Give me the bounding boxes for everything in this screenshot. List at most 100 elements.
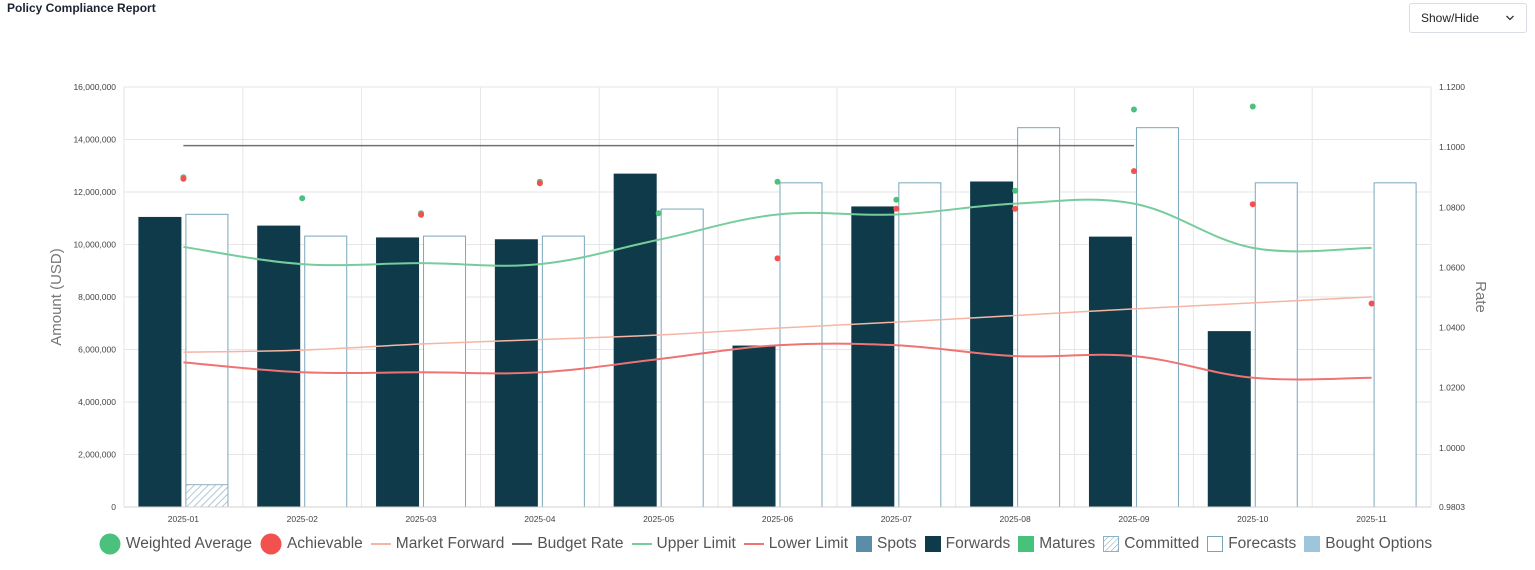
weighted-average-point xyxy=(1130,106,1137,113)
forwards-bar xyxy=(970,181,1014,507)
forwards-bar xyxy=(613,173,657,507)
legend-item-lower-limit[interactable]: Lower Limit xyxy=(743,535,849,553)
legend-label: Upper Limit xyxy=(656,535,736,552)
legend-symbol xyxy=(1103,536,1120,552)
y-axis-title: Amount (USD) xyxy=(48,248,65,346)
chevron-down-icon xyxy=(1506,15,1514,21)
forecasts-bar xyxy=(304,235,348,508)
upper-limit-line xyxy=(183,198,1372,267)
x-tick-label: 2025-11 xyxy=(1356,514,1387,524)
legend-item-budget-rate[interactable]: Budget Rate xyxy=(512,535,624,553)
y2-tick-label: 1.0000 xyxy=(1439,443,1465,453)
legend-symbol xyxy=(856,536,873,552)
forecasts-bar xyxy=(898,182,942,508)
y2-tick-label: 1.0600 xyxy=(1439,262,1465,272)
x-tick-label: 2025-05 xyxy=(643,514,674,524)
legend-symbol xyxy=(370,543,391,545)
legend-symbol xyxy=(924,536,941,552)
x-tick-label: 2025-02 xyxy=(287,514,318,524)
y2-axis-title: Rate xyxy=(1472,281,1489,313)
series-lines xyxy=(183,144,1372,381)
y2-tick-label: 1.1000 xyxy=(1439,142,1465,152)
legend-symbol xyxy=(1304,536,1321,552)
legend-symbol xyxy=(260,533,282,555)
legend-label: Bought Options xyxy=(1325,535,1433,552)
achievable-point xyxy=(1368,300,1375,307)
forwards-bar xyxy=(138,216,182,507)
y-tick-label: 2,000,000 xyxy=(78,450,116,460)
legend-label: Committed xyxy=(1124,535,1200,552)
legend-item-forecasts[interactable]: Forecasts xyxy=(1207,535,1296,553)
market-forward-line xyxy=(183,296,1372,353)
bars xyxy=(138,127,1417,508)
y2-tick-label: 1.0400 xyxy=(1439,323,1465,333)
forecasts-bar xyxy=(1373,182,1417,508)
legend-item-spots[interactable]: Spots xyxy=(856,535,917,553)
lower-limit-line xyxy=(183,342,1372,381)
weighted-average-point xyxy=(299,195,306,202)
axes: 0 2,000,000 4,000,000 6,000,000 8,000,000 10,… xyxy=(73,82,1465,524)
committed-bar xyxy=(185,484,229,508)
legend-item-committed[interactable]: Committed xyxy=(1103,535,1199,553)
legend-label: Matures xyxy=(1039,535,1096,552)
x-tick-label: 2025-06 xyxy=(762,514,793,524)
legend-item-weighted-average[interactable]: Weighted Average xyxy=(99,533,252,555)
legend-symbol xyxy=(512,543,533,545)
legend-item-upper-limit[interactable]: Upper Limit xyxy=(631,535,736,553)
y2-tick-label: 1.0200 xyxy=(1439,383,1465,393)
forecasts-bar xyxy=(1017,127,1061,508)
legend-label: Weighted Average xyxy=(125,535,252,552)
chart-legend: Weighted Average Achievable Market Forward… xyxy=(0,528,1535,560)
series-points xyxy=(180,103,1375,307)
legend-label: Spots xyxy=(877,535,917,552)
legend-item-matures[interactable]: Matures xyxy=(1018,535,1095,553)
forecasts-bar xyxy=(1135,127,1179,508)
legend-label: Lower Limit xyxy=(768,535,849,552)
achievable-point xyxy=(1130,168,1137,175)
show-hide-dropdown[interactable]: Show/Hide xyxy=(1409,3,1527,33)
achievable-point xyxy=(536,180,543,187)
x-tick-label: 2025-08 xyxy=(1000,514,1031,524)
y-tick-label: 0 xyxy=(111,502,116,512)
forwards-bar xyxy=(257,225,301,507)
legend-symbol xyxy=(1207,536,1224,552)
forwards-bar xyxy=(851,206,895,507)
y-tick-label: 4,000,000 xyxy=(78,397,116,407)
legend-item-achievable[interactable]: Achievable xyxy=(260,533,363,555)
forwards-bar xyxy=(1207,331,1251,507)
y-tick-label: 14,000,000 xyxy=(73,135,116,145)
y-tick-label: 16,000,000 xyxy=(73,82,116,92)
y-tick-label: 8,000,000 xyxy=(78,292,116,302)
y2-tick-label: 0.9803 xyxy=(1439,502,1465,512)
y-tick-label: 10,000,000 xyxy=(73,240,116,250)
y-tick-label: 12,000,000 xyxy=(73,187,116,197)
weighted-average-point xyxy=(1249,103,1256,110)
weighted-average-point xyxy=(774,178,781,185)
y2-tick-label: 1.1200 xyxy=(1439,82,1465,92)
legend-label: Achievable xyxy=(286,535,363,552)
policy-compliance-chart: 0 2,000,000 4,000,000 6,000,000 8,000,000 10,… xyxy=(48,82,1489,524)
legend-symbol xyxy=(743,543,764,545)
legend-symbol xyxy=(99,533,121,555)
legend-label: Budget Rate xyxy=(537,535,624,552)
x-tick-label: 2025-07 xyxy=(881,514,912,524)
y2-tick-label: 1.0800 xyxy=(1439,202,1465,212)
legend-label: Market Forward xyxy=(395,535,505,552)
legend-item-forwards[interactable]: Forwards xyxy=(924,535,1010,553)
achievable-point xyxy=(418,211,425,218)
forecasts-bar xyxy=(1254,182,1298,508)
achievable-point xyxy=(774,255,781,262)
x-tick-label: 2025-01 xyxy=(168,514,199,524)
forecasts-bar xyxy=(185,213,229,508)
forwards-bar xyxy=(1088,236,1132,507)
x-tick-label: 2025-09 xyxy=(1118,514,1149,524)
legend-symbol xyxy=(1018,536,1035,552)
weighted-average-point xyxy=(893,196,900,203)
page-title: Policy Compliance Report xyxy=(7,1,156,15)
achievable-point xyxy=(893,205,900,212)
achievable-point xyxy=(1012,205,1019,212)
legend-item-bought-options[interactable]: Bought Options xyxy=(1304,535,1432,553)
show-hide-label: Show/Hide xyxy=(1421,11,1480,25)
x-tick-label: 2025-10 xyxy=(1237,514,1268,524)
legend-item-market-forward[interactable]: Market Forward xyxy=(370,535,505,553)
